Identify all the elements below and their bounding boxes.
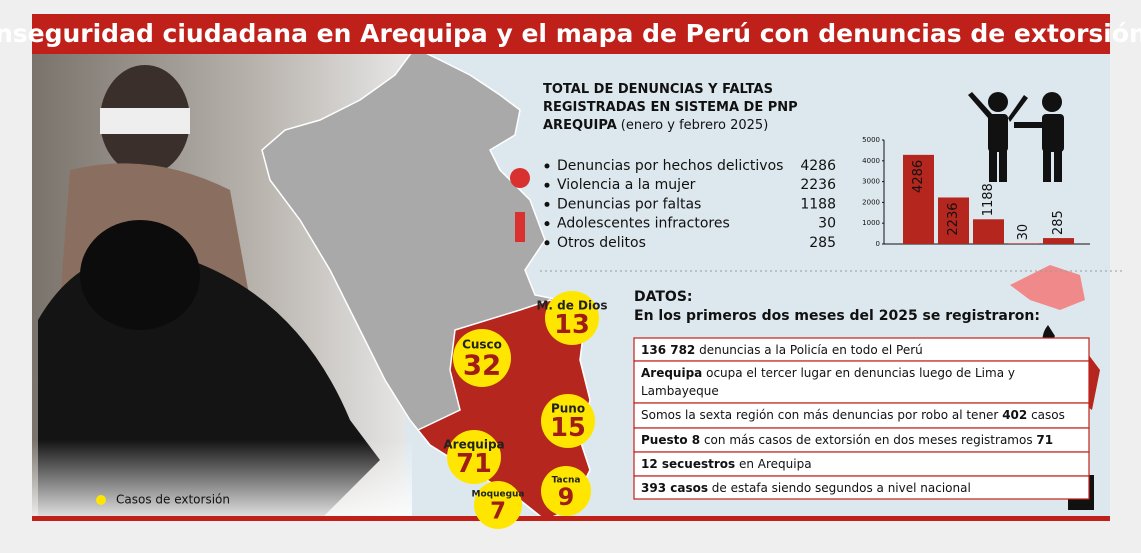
summary-heading: REGISTRADAS EN SISTEMA DE PNP: [543, 100, 798, 115]
region-name: Moquegua: [471, 490, 524, 500]
datos-text-part: ocupa el tercer lugar en denuncias luego…: [702, 366, 1015, 380]
list-value: 285: [809, 235, 836, 251]
bottom-bar: [32, 516, 1110, 521]
bar: [1008, 243, 1039, 244]
y-tick-label: 2000: [862, 198, 880, 206]
region-marker: [474, 481, 522, 529]
datos-text-part: en Arequipa: [735, 457, 811, 471]
region-marker: [545, 291, 599, 345]
region-value: 9: [558, 483, 575, 511]
datos-text-part: 12 secuestros: [641, 457, 735, 471]
datos-text-part: casos: [1027, 408, 1065, 422]
datos-text-part: Somos la sexta región con más denuncias …: [641, 408, 1002, 422]
region-name: Tacna: [552, 475, 581, 485]
y-tick-label: 5000: [862, 136, 880, 144]
legend-label: Casos de extorsión: [116, 493, 230, 507]
bar: [973, 219, 1004, 244]
summary-heading-line: TOTAL DE DENUNCIAS Y FALTAS: [543, 82, 773, 97]
region-value: 13: [554, 310, 590, 340]
list-label: Denuncias por faltas: [557, 196, 701, 212]
datos-text-part: de estafa siendo segundos a nivel nacion…: [708, 481, 971, 495]
y-tick-label: 4000: [862, 157, 880, 165]
region-name: Cusco: [462, 337, 502, 351]
summary-heading: TOTAL DE DENUNCIAS Y FALTAS: [543, 82, 773, 97]
title: Inseguridad ciudadana en Arequipa y el m…: [0, 19, 1141, 48]
bullet: [544, 163, 550, 169]
bar-value-label: 2236: [946, 202, 961, 235]
datos-text-part: 402: [1002, 408, 1027, 422]
datos-text-part: 136 782: [641, 343, 695, 357]
region-value: 71: [456, 449, 492, 479]
datos-text-part: denuncias a la Policía en todo el Perú: [695, 343, 922, 357]
summary-period: (enero y febrero 2025): [621, 118, 768, 133]
region-name: Arequipa: [443, 437, 504, 451]
datos-text-part: Lambayeque: [641, 384, 719, 398]
datos-text: 12 secuestros en Arequipa: [641, 457, 812, 471]
region-marker: [453, 329, 511, 387]
region-value: 15: [550, 413, 586, 443]
region-marker: [541, 466, 591, 516]
list-label: Otros delitos: [557, 235, 646, 251]
datos-text-part: con más casos de extorsión en dos meses …: [700, 433, 1036, 447]
bar-value-label: 1188: [981, 183, 996, 216]
teen-icon: [515, 212, 525, 242]
bar: [938, 197, 969, 244]
datos-text: Somos la sexta región con más denuncias …: [641, 408, 1065, 422]
y-tick-label: 3000: [862, 178, 880, 186]
photo-figures: [32, 65, 412, 520]
woman-icon: [510, 168, 530, 188]
bullet: [544, 221, 550, 227]
bar: [903, 154, 934, 244]
datos-text-part: 393 casos: [641, 481, 708, 495]
bullet: [544, 240, 550, 246]
bar-value-label: 4286: [911, 160, 926, 193]
list-value: 4286: [800, 158, 836, 174]
list-label: Denuncias por hechos delictivos: [557, 158, 783, 174]
datos-text-part: Arequipa: [641, 366, 702, 380]
list-value: 1188: [800, 196, 836, 212]
datos-subheading: En los primeros dos meses del 2025 se re…: [634, 308, 1040, 324]
summary-heading-line: REGISTRADAS EN SISTEMA DE PNP: [543, 100, 798, 115]
region-marker: [447, 430, 501, 484]
bar-value-label: 285: [1051, 210, 1066, 235]
datos-text-part: Puesto 8: [641, 433, 700, 447]
datos-heading: DATOS:: [634, 289, 693, 305]
person-icons: [968, 92, 1064, 182]
region-marker: [541, 394, 595, 448]
datos-row: [633, 451, 1090, 477]
bar-value-label: 30: [1016, 224, 1031, 241]
region-value: 7: [490, 499, 506, 525]
y-tick-label: 1000: [862, 219, 880, 227]
region-value: 32: [463, 350, 501, 382]
datos-text: 393 casos de estafa siendo segundos a ni…: [641, 481, 971, 495]
summary-heading-line: AREQUIPA: [543, 118, 617, 133]
summary-heading: AREQUIPA (enero y febrero 2025): [543, 118, 768, 133]
bullet: [544, 201, 550, 207]
bar: [1043, 238, 1074, 244]
datos-text: Arequipa ocupa el tercer lugar en denunc…: [641, 366, 1015, 398]
datos-row: [633, 427, 1090, 453]
region-name: M. de Dios: [536, 298, 607, 312]
list-label: Violencia a la mujer: [557, 177, 696, 193]
legend-dot: [96, 495, 106, 505]
datos-row: [633, 360, 1090, 404]
y-tick-label: 0: [876, 240, 880, 248]
list-value: 2236: [800, 177, 836, 193]
bullet: [544, 182, 550, 188]
datos-row: [633, 475, 1090, 500]
title-bar: [32, 14, 1110, 54]
list-value: 30: [818, 216, 836, 232]
region-name: Puno: [551, 401, 585, 415]
datos-text-part: 71: [1036, 433, 1053, 447]
arequipa-silhouette: [1010, 265, 1085, 310]
datos-text: 136 782 denuncias a la Policía en todo e…: [641, 343, 923, 357]
datos-text: Puesto 8 con más casos de extorsión en d…: [641, 433, 1053, 447]
list-label: Adolescentes infractores: [557, 216, 730, 232]
